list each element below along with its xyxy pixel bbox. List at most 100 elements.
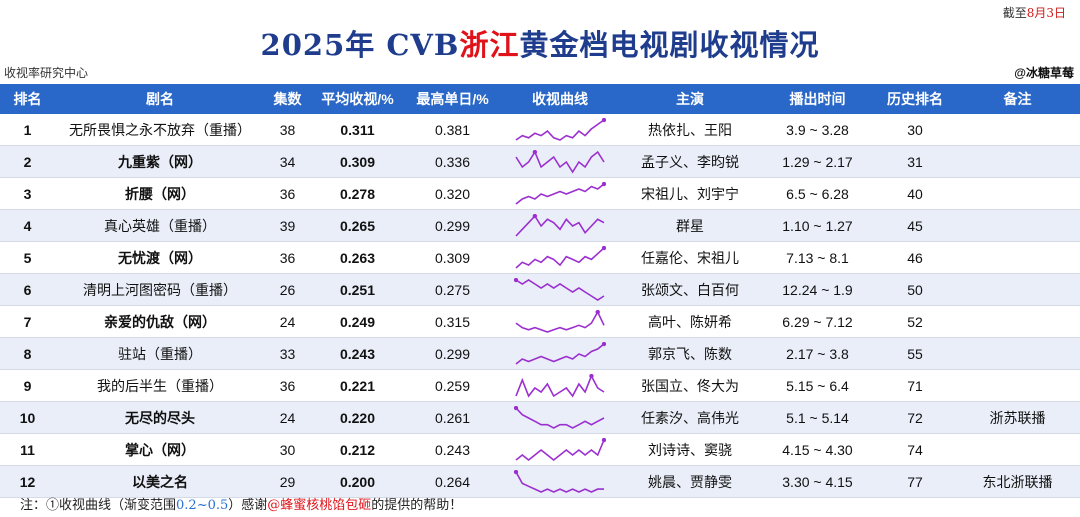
rating-sparkline [515,341,606,365]
history-rank-cell: 46 [875,241,955,274]
table-row: 5 无忧渡（网） 36 0.263 0.309 任嘉伦、宋祖儿 7.13 ~ 8.1 46 [0,241,1080,274]
col-avg: 平均收视/% [310,84,405,114]
as-of-date: 截至8月3日 [1002,6,1066,20]
episodes-cell: 33 [265,337,310,370]
sparkline-peak-point [514,405,519,410]
sparkline-path [515,439,605,461]
rank-cell: 2 [0,145,55,178]
history-rank-cell: 30 [875,114,955,146]
sparkline-peak-point [601,341,606,346]
rank-cell: 10 [0,401,55,434]
avg-rating-cell: 0.200 [310,465,405,498]
table-header: 排名 剧名 集数 平均收视/% 最高单日/% 收视曲线 主演 播出时间 历史排名… [0,84,1080,114]
rating-curve-cell [500,241,620,274]
note-cell [955,177,1080,210]
rating-sparkline [515,437,606,461]
sparkline-peak-point [601,437,606,442]
note-cell [955,305,1080,338]
rank-cell: 11 [0,433,55,466]
drama-name-cell: 折腰（网） [55,177,265,210]
avg-rating-cell: 0.221 [310,369,405,402]
table-row: 1 无所畏惧之永不放弃（重播） 38 0.311 0.381 热依扎、王阳 3.9 ~ 3.… [0,114,1080,146]
air-period-cell: 4.15 ~ 4.30 [760,433,875,466]
avg-rating-cell: 0.263 [310,241,405,274]
rating-sparkline [515,149,605,174]
episodes-cell: 26 [265,273,310,306]
history-rank-cell: 71 [875,369,955,402]
avg-rating-cell: 0.251 [310,273,405,306]
avg-rating-cell: 0.212 [310,433,405,466]
history-rank-cell: 74 [875,433,955,466]
history-rank-cell: 40 [875,177,955,210]
sparkline-path [515,471,604,493]
rating-curve-cell [500,145,620,178]
table-row: 9 我的后半生（重播） 36 0.221 0.259 张国立、佟大为 5.15 ~ 6.4 7… [0,369,1080,402]
rating-curve-cell [500,465,620,498]
sparkline-peak-point [532,213,538,218]
col-curve: 收视曲线 [500,84,620,114]
cast-cell: 任素汐、高伟光 [620,401,760,434]
sparkline-peak-point [601,181,606,186]
avg-rating-cell: 0.278 [310,177,405,210]
col-note: 备注 [955,84,1080,114]
note-cell [955,145,1080,178]
rating-curve-cell [500,273,620,306]
rating-curve-cell [500,305,620,338]
rating-curve-cell [500,114,620,146]
table-row: 10 无尽的尽头 24 0.220 0.261 任素汐、高伟光 5.1 ~ 5.14 72 浙苏… [0,401,1080,434]
peak-rating-cell: 0.275 [405,273,500,306]
note-cell [955,209,1080,242]
episodes-cell: 36 [265,241,310,274]
col-episodes: 集数 [265,84,310,114]
peak-rating-cell: 0.381 [405,114,500,146]
sparkline-peak-point [601,245,606,250]
history-rank-cell: 55 [875,337,955,370]
cast-cell: 郭京飞、陈数 [620,337,760,370]
rank-cell: 3 [0,177,55,210]
air-period-cell: 1.10 ~ 1.27 [760,209,875,242]
rating-curve-cell [500,401,620,434]
table-row: 11 掌心（网） 30 0.212 0.243 刘诗诗、窦骁 4.15 ~ 4.30 74 [0,433,1080,466]
sparkline-path [515,214,605,237]
col-history: 历史排名 [875,84,955,114]
ratings-table: 排名 剧名 集数 平均收视/% 最高单日/% 收视曲线 主演 播出时间 历史排名… [0,84,1080,498]
episodes-cell: 30 [265,433,310,466]
peak-rating-cell: 0.315 [405,305,500,338]
note-cell [955,114,1080,146]
footnote: 注：①收视曲线（渐变范围0.2~0.5）感谢@蜂蜜核桃馅包砸的提供的帮助！ [20,498,463,513]
table-row: 12 以美之名 29 0.200 0.264 姚晨、贾静雯 3.30 ~ 4.15 77 东北浙… [0,465,1080,498]
peak-rating-cell: 0.259 [405,369,500,402]
air-period-cell: 3.30 ~ 4.15 [760,465,875,498]
rating-sparkline [515,213,605,237]
sparkline-path [515,278,605,301]
peak-rating-cell: 0.299 [405,337,500,370]
episodes-cell: 29 [265,465,310,498]
history-rank-cell: 77 [875,465,955,498]
air-period-cell: 5.1 ~ 5.14 [760,401,875,434]
cast-cell: 张颂文、白百何 [620,273,760,306]
rank-cell: 8 [0,337,55,370]
col-peak: 最高单日/% [405,84,500,114]
drama-name-cell: 亲爱的仇敌（网） [55,305,265,338]
avg-rating-cell: 0.220 [310,401,405,434]
peak-rating-cell: 0.243 [405,433,500,466]
note-cell [955,241,1080,274]
rating-curve-cell [500,369,620,402]
rating-curve-cell [500,433,620,466]
air-period-cell: 1.29 ~ 2.17 [760,145,875,178]
rank-cell: 6 [0,273,55,306]
episodes-cell: 39 [265,209,310,242]
cast-cell: 宋祖儿、刘宇宁 [620,177,760,210]
history-rank-cell: 72 [875,401,955,434]
rating-sparkline [515,373,605,398]
sparkline-peak-point [532,149,538,154]
rating-curve-cell [500,209,620,242]
sparkline-path [515,246,605,269]
episodes-cell: 24 [265,401,310,434]
air-period-cell: 6.5 ~ 6.28 [760,177,875,210]
cast-cell: 孟子义、李昀锐 [620,145,760,178]
drama-name-cell: 以美之名 [55,465,265,498]
col-cast: 主演 [620,84,760,114]
rating-sparkline [515,245,606,269]
table-row: 7 亲爱的仇敌（网） 24 0.249 0.315 高叶、陈妍希 6.29 ~ 7.12 52 [0,305,1080,338]
